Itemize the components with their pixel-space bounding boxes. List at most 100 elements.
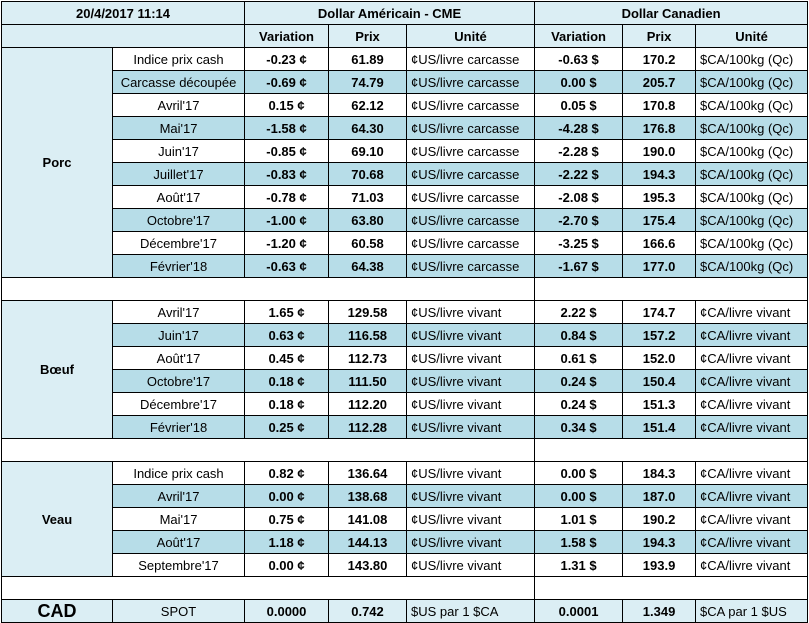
usd-unit-label: ¢US/livre vivant bbox=[406, 530, 536, 554]
cad-unit-label: $CA/100kg (Qc) bbox=[695, 47, 809, 71]
cad-spot-row: CAD SPOT 0.0000 0.742 $US par 1 $CA 0.0001 1.3… bbox=[1, 599, 809, 623]
spacer-cell-right bbox=[534, 576, 809, 600]
cad-unit-label: ¢CA/livre vivant bbox=[695, 369, 809, 393]
table-row: Octobre'17 -1.00 ¢ 63.80 ¢US/livre carcasse… bbox=[2, 208, 809, 232]
cad-variation-value: 0.84 $ bbox=[534, 323, 624, 347]
cad-variation-value: -2.70 $ bbox=[534, 208, 624, 232]
usd-variation-value: -1.00 ¢ bbox=[244, 208, 330, 232]
cad-price-value: 175.4 bbox=[622, 208, 697, 232]
usd-unit-label: ¢US/livre vivant bbox=[406, 369, 536, 393]
cad-unit-label: ¢CA/livre vivant bbox=[695, 530, 809, 554]
usd-unit-label: ¢US/livre vivant bbox=[406, 484, 536, 508]
category-label: Veau bbox=[1, 461, 113, 577]
cad-price-value: 166.6 bbox=[622, 231, 697, 255]
contract-label: Août'17 bbox=[111, 346, 246, 370]
cad-price-value: 150.4 bbox=[622, 369, 697, 393]
usd-variation-value: -0.85 ¢ bbox=[244, 139, 330, 163]
usd-price-value: 111.50 bbox=[328, 369, 408, 393]
usd-prix-header: Prix bbox=[328, 24, 408, 48]
cad-variation-value: 1.01 $ bbox=[534, 507, 624, 531]
table-row: Février'18 -0.63 ¢ 64.38 ¢US/livre carcasse… bbox=[2, 254, 809, 278]
usd-variation-value: 0.75 ¢ bbox=[244, 507, 330, 531]
cad-unit-label: ¢CA/livre vivant bbox=[695, 300, 809, 324]
usd-variation-value: 0.45 ¢ bbox=[244, 346, 330, 370]
table-row: Octobre'17 0.18 ¢ 111.50 ¢US/livre vivant 0.… bbox=[2, 369, 809, 393]
usd-variation-value: 0.0000 bbox=[244, 599, 330, 623]
cad-unit-label: $CA/100kg (Qc) bbox=[695, 139, 809, 163]
table-row: Août'17 1.18 ¢ 144.13 ¢US/livre vivant 1.58 … bbox=[2, 530, 809, 554]
table-row: Février'18 0.25 ¢ 112.28 ¢US/livre vivant 0.… bbox=[2, 415, 809, 439]
table-row: Mai'17 0.75 ¢ 141.08 ¢US/livre vivant 1.01 $… bbox=[2, 507, 809, 531]
table-row: Décembre'17 -1.20 ¢ 60.58 ¢US/livre carcass… bbox=[2, 231, 809, 255]
usd-unit-label: ¢US/livre carcasse bbox=[406, 47, 536, 71]
usd-unit-label: ¢US/livre carcasse bbox=[406, 116, 536, 140]
usd-unit-label: ¢US/livre vivant bbox=[406, 392, 536, 416]
usd-unit-label: ¢US/livre vivant bbox=[406, 415, 536, 439]
cad-prix-header: Prix bbox=[622, 24, 697, 48]
contract-label: Juin'17 bbox=[111, 323, 246, 347]
usd-price-value: 61.89 bbox=[328, 47, 408, 71]
usd-price-value: 63.80 bbox=[328, 208, 408, 232]
usd-unit-label: ¢US/livre carcasse bbox=[406, 93, 536, 117]
usd-price-value: 112.20 bbox=[328, 392, 408, 416]
usd-variation-value: 0.82 ¢ bbox=[244, 461, 330, 485]
usd-variation-value: 0.15 ¢ bbox=[244, 93, 330, 117]
header-row-columns: Variation Prix Unité Variation Prix Unit… bbox=[0, 24, 809, 48]
cad-variation-value: 0.61 $ bbox=[534, 346, 624, 370]
contract-label: Indice prix cash bbox=[111, 461, 246, 485]
table-row: Mai'17 -1.58 ¢ 64.30 ¢US/livre carcasse -4.2… bbox=[2, 116, 809, 140]
cad-unit-label: $CA/100kg (Qc) bbox=[695, 93, 809, 117]
cad-unit-label: $CA/100kg (Qc) bbox=[695, 185, 809, 209]
table-row: Juin'17 -0.85 ¢ 69.10 ¢US/livre carcasse -2.… bbox=[2, 139, 809, 163]
spacer-row bbox=[0, 438, 809, 462]
table-row: Août'17 -0.78 ¢ 71.03 ¢US/livre carcasse -2.… bbox=[2, 185, 809, 209]
usd-variation-header: Variation bbox=[244, 24, 330, 48]
usd-unite-header: Unité bbox=[406, 24, 536, 48]
table-row: Carcasse découpée -0.69 ¢ 74.79 ¢US/livre c… bbox=[2, 70, 809, 94]
usd-variation-value: 0.00 ¢ bbox=[244, 484, 330, 508]
spot-label: SPOT bbox=[111, 599, 246, 623]
contract-label: Mai'17 bbox=[111, 507, 246, 531]
cad-price-value: 174.7 bbox=[622, 300, 697, 324]
cad-variation-value: -3.25 $ bbox=[534, 231, 624, 255]
contract-label: Indice prix cash bbox=[111, 47, 246, 71]
contract-label: Avril'17 bbox=[111, 93, 246, 117]
cad-variation-value: 0.00 $ bbox=[534, 484, 624, 508]
spacer-cell-left bbox=[0, 576, 536, 600]
table-row: Avril'17 0.00 ¢ 138.68 ¢US/livre vivant 0.00… bbox=[2, 484, 809, 508]
table-row: Veau Indice prix cash 0.82 ¢ 136.64 ¢US/livr… bbox=[1, 461, 809, 577]
usd-unit-label: ¢US/livre vivant bbox=[406, 507, 536, 531]
cad-price-value: 170.8 bbox=[622, 93, 697, 117]
spacer-row bbox=[0, 277, 809, 301]
cad-variation-value: 2.22 $ bbox=[534, 300, 624, 324]
cad-variation-value: -0.63 $ bbox=[534, 47, 624, 71]
cad-price-value: 170.2 bbox=[622, 47, 697, 71]
cad-variation-value: -2.22 $ bbox=[534, 162, 624, 186]
cad-price-value: 184.3 bbox=[622, 461, 697, 485]
usd-unit-label: ¢US/livre vivant bbox=[406, 323, 536, 347]
contract-label: Février'18 bbox=[111, 415, 246, 439]
usd-unit-label: ¢US/livre vivant bbox=[406, 300, 536, 324]
usd-variation-value: 0.00 ¢ bbox=[244, 553, 330, 577]
cad-unit-label: $CA par 1 $US bbox=[695, 599, 809, 623]
usd-unit-label: ¢US/livre carcasse bbox=[406, 70, 536, 94]
cad-unit-label: $CA/100kg (Qc) bbox=[695, 162, 809, 186]
contract-label: Décembre'17 bbox=[111, 231, 246, 255]
cad-label: CAD bbox=[1, 599, 113, 623]
cad-price-value: 193.9 bbox=[622, 553, 697, 577]
usd-variation-value: -1.58 ¢ bbox=[244, 116, 330, 140]
usd-price-value: 129.58 bbox=[328, 300, 408, 324]
cad-unit-label: ¢CA/livre vivant bbox=[695, 507, 809, 531]
cad-unit-label: $CA/100kg (Qc) bbox=[695, 70, 809, 94]
usd-unit-label: ¢US/livre carcasse bbox=[406, 208, 536, 232]
usd-price-value: 112.28 bbox=[328, 415, 408, 439]
cad-variation-value: 0.34 $ bbox=[534, 415, 624, 439]
usd-price-value: 62.12 bbox=[328, 93, 408, 117]
usd-unit-label: ¢US/livre vivant bbox=[406, 346, 536, 370]
header-empty-cell bbox=[0, 24, 246, 48]
cad-variation-value: 0.05 $ bbox=[534, 93, 624, 117]
table-row: Juin'17 0.63 ¢ 116.58 ¢US/livre vivant 0.84 … bbox=[2, 323, 809, 347]
cad-unit-label: ¢CA/livre vivant bbox=[695, 461, 809, 485]
usd-price-value: 141.08 bbox=[328, 507, 408, 531]
